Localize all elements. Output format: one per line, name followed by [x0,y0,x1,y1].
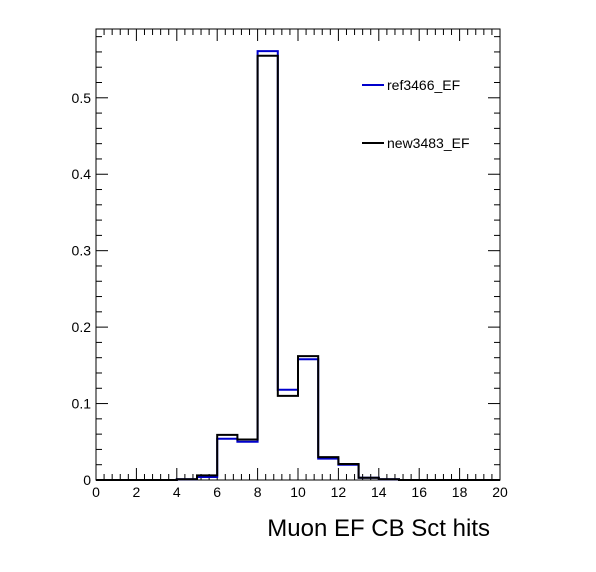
y-tick-label: 0.2 [72,319,92,335]
x-tick-label: 8 [254,484,262,500]
series-line-new3483_EF [96,54,500,481]
series-line-ref3466_EF [96,50,500,481]
legend: ref3466_EF new3483_EF [362,77,470,151]
x-tick-label: 20 [492,484,508,500]
x-tick-label: 18 [452,484,468,500]
x-axis-title: Muon EF CB Sct hits [267,515,490,542]
x-tick-label: 6 [213,484,221,500]
x-tick-label: 16 [411,484,427,500]
plot-frame [95,28,501,481]
x-tick-label: 10 [290,484,306,500]
y-tick-label: 0.3 [72,243,92,259]
y-axis-ticks: 0 0.1 0.2 0.3 0.4 0.5 [72,36,500,488]
x-axis-ticks: 0 2 4 6 8 10 12 14 16 18 20 [92,29,508,500]
y-tick-label: 0.5 [72,90,92,106]
legend-label: new3483_EF [387,135,470,151]
series-group [96,50,500,481]
x-tick-label: 12 [331,484,347,500]
x-tick-label: 0 [92,484,100,500]
y-tick-label: 0 [83,472,91,488]
y-tick-label: 0.1 [72,396,92,412]
x-tick-label: 2 [133,484,141,500]
x-tick-label: 4 [173,484,181,500]
x-tick-label: 14 [371,484,387,500]
y-tick-label: 0.4 [72,166,92,182]
legend-label: ref3466_EF [387,77,460,93]
